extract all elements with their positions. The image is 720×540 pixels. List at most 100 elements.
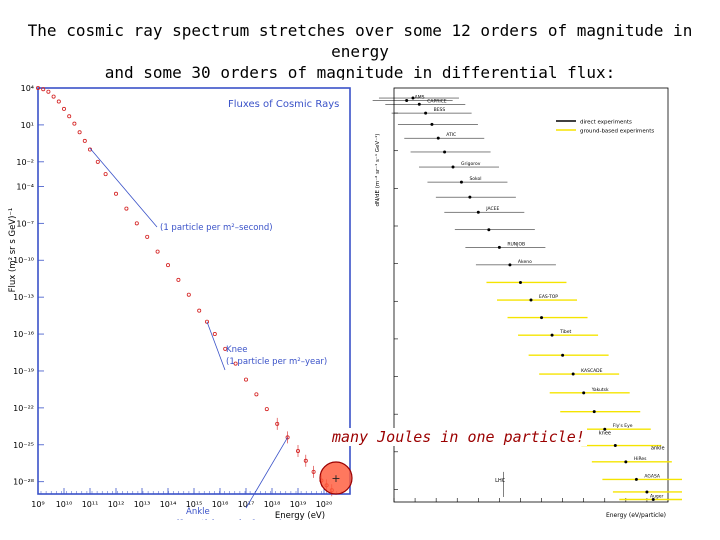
left-data-point [165, 263, 170, 268]
right-experiment-label: Auger [650, 493, 664, 499]
slide-title-line-2: and some 30 orders of magnitude in diffe… [104, 63, 616, 82]
left-data-point [212, 332, 217, 337]
left-x-tick-label: 10¹⁶ [212, 500, 229, 509]
left-data-point [103, 172, 108, 177]
right-experiment-label: JACEE [485, 206, 499, 212]
right-y-axis-label: dN/dE (m⁻² sr⁻¹ s⁻¹ GeV⁻¹) [374, 134, 381, 207]
left-y-tick-label: 10⁻¹⁹ [13, 367, 34, 376]
left-x-axis-label: Energy (eV) [275, 511, 325, 520]
left-x-tick-label: 10¹⁰ [56, 500, 73, 509]
left-x-tick-label: 10¹⁴ [160, 500, 177, 509]
left-y-axis-label: Flux (m² sr s GeV)⁻¹ [8, 208, 18, 293]
left-x-tick-label: 10⁹ [31, 500, 44, 509]
left-x-tick-label: 10¹¹ [82, 500, 99, 509]
right-experiment-label: AGASA [644, 473, 661, 479]
right-data-point [424, 111, 428, 115]
left-tick-labels: 10⁹ 10¹⁰ 10¹¹ 10¹² 10¹³ 10¹⁴ 10¹⁵ 10¹⁶ 10¹⁷ 10¹⁸ 1… [13, 84, 332, 509]
right-data-point [508, 263, 512, 267]
right-experiment-label: KASCADE [581, 368, 602, 374]
left-data-point [264, 407, 269, 412]
right-data-point [592, 410, 596, 414]
left-gridlines [37, 87, 343, 494]
annotation-ankle-arrow [245, 437, 288, 509]
right-experiment-label: RUNJOB [507, 241, 525, 247]
left-data-point [155, 249, 160, 254]
left-x-tick-label: 10¹⁸ [264, 500, 281, 509]
left-x-tick-label: 10²⁰ [316, 500, 333, 509]
left-data-point [254, 392, 259, 397]
annotation-ankle-detail: (1 particle per km²–year) [176, 519, 282, 520]
right-experiment-labels: Auger AGASA HiRes Fly's Eye Yakutsk KASCADE Ti… [415, 95, 665, 500]
right-experiment-label: Fly's Eye [613, 423, 633, 429]
annotation-knee-arrow [206, 321, 226, 371]
right-data-point [497, 245, 501, 249]
right-data-point [476, 210, 480, 214]
right-data-point [561, 353, 565, 357]
left-y-tick-label: 10⁻⁴ [16, 182, 34, 191]
cosmic-ray-experiments-chart: direct experiments ground-based experimen… [370, 80, 682, 520]
left-y-tick-label: 10⁻¹⁰ [13, 256, 34, 265]
right-data-point [645, 490, 649, 494]
left-y-tick-label: 10⁻²⁵ [13, 441, 34, 450]
left-data-point [72, 121, 77, 126]
left-data-point [51, 94, 56, 99]
left-y-tick-label: 10⁻²² [13, 404, 34, 413]
right-experiment-label: BESS [434, 107, 446, 113]
left-data-point [223, 346, 228, 351]
left-data-point [197, 308, 202, 313]
left-x-tick-label: 10¹³ [134, 500, 151, 509]
right-experiment-label: Sokol [469, 176, 481, 182]
left-y-tick-label: 10⁻²⁸ [13, 478, 34, 487]
left-y-tick-label: 10⁻⁷ [16, 219, 34, 228]
left-x-tick-label: 10¹⁹ [290, 500, 307, 509]
right-ankle-label: ankle [651, 445, 665, 451]
right-data-point [582, 391, 586, 395]
right-experiment-label: Akeno [518, 259, 532, 265]
left-data-point [176, 277, 181, 282]
annotation-knee-title: Knee [226, 345, 247, 355]
highlight-plus: + [331, 472, 340, 485]
right-data-point [411, 96, 415, 100]
right-data-point [634, 477, 638, 481]
left-chart-title: Fluxes of Cosmic Rays [228, 99, 339, 110]
right-data-point [430, 122, 434, 126]
right-experiment-label: HiRes [634, 456, 647, 462]
slide-title-line-1: The cosmic ray spectrum stretches over s… [27, 21, 693, 61]
right-data-point [487, 228, 491, 232]
right-data-point [518, 280, 522, 284]
right-data-point [436, 136, 440, 140]
right-data-point [405, 99, 409, 103]
right-lhc-label: LHC [495, 478, 506, 484]
right-data-point [529, 298, 533, 302]
left-data-point [67, 114, 72, 119]
left-y-tick-label: 10⁻² [16, 158, 34, 167]
right-data-point [417, 102, 421, 106]
right-knee-label: knee [599, 430, 611, 436]
annotation-knee-detail: (1 particle per m²–year) [226, 357, 327, 367]
annotation-ankle-title: Ankle [186, 507, 210, 517]
right-x-axis-label: Energy (eV/particle) [606, 512, 666, 519]
left-data-point [114, 191, 119, 196]
left-annotations: (1 particle per m²–second) Knee (1 particl… [89, 148, 327, 520]
right-data-point [443, 150, 447, 154]
right-experiment-label: AMS [415, 95, 425, 101]
left-x-tick-label: 10¹⁷ [238, 500, 255, 509]
left-data-point [36, 86, 41, 91]
right-data-point [459, 180, 463, 184]
left-data-point [62, 106, 67, 111]
highlight-circle [319, 461, 353, 495]
right-data-point [624, 460, 628, 464]
right-experiment-label: Grigorov [461, 161, 481, 167]
right-data-point [540, 316, 544, 320]
right-experiment-label: CAPRICE [427, 98, 447, 104]
right-experiment-ranges [372, 97, 682, 501]
left-y-tick-label: 10⁴ [21, 84, 34, 93]
annotation-per-second: (1 particle per m²–second) [160, 223, 273, 233]
annotation-per-second-arrow [89, 148, 158, 228]
right-legend: direct experiments ground-based experimen… [556, 120, 654, 135]
slide-title: The cosmic ray spectrum stretches over s… [0, 20, 720, 83]
right-data-point [550, 333, 554, 337]
right-data-point [613, 444, 617, 448]
left-data-point [82, 138, 87, 143]
right-legend-label: direct experiments [580, 120, 632, 126]
